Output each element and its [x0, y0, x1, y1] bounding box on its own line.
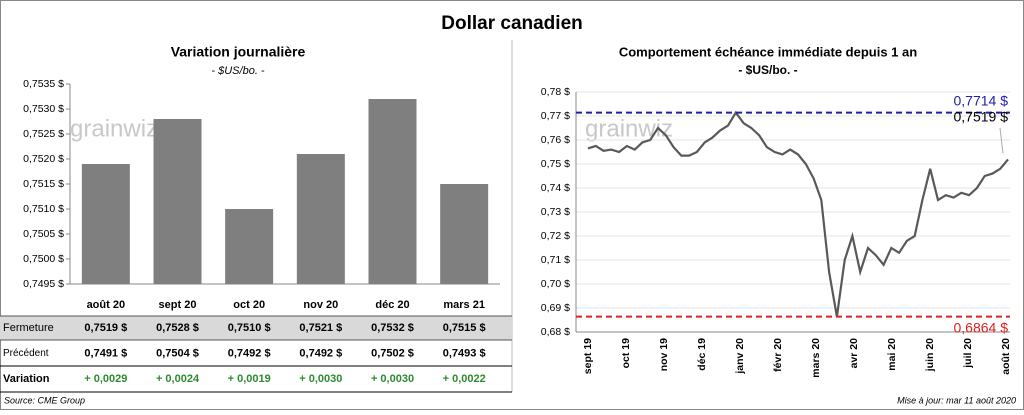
line — [587, 110, 1009, 317]
x-tick-label: févr 20 — [772, 338, 784, 372]
y-tick-label: 0,7515 $ — [23, 178, 64, 190]
bar — [81, 164, 130, 284]
y-tick-label: 0,7520 $ — [23, 153, 64, 165]
bar — [225, 209, 274, 284]
y-tick-label: 0,7525 $ — [23, 128, 64, 140]
y-tick-label: 0,7535 $ — [23, 78, 64, 90]
x-tick-label: nov 19 — [658, 338, 670, 371]
table-cell: + 0,0030 — [371, 373, 414, 385]
y-tick-label: 0,69 $ — [541, 302, 570, 314]
table-cell: 0,7528 $ — [156, 322, 199, 334]
chart-subtitle: - $US/bo. - — [738, 63, 797, 77]
y-tick-label: 0,71 $ — [541, 254, 570, 266]
y-tick-label: 0,70 $ — [541, 278, 570, 290]
reference-label: 0,7714 $ — [954, 92, 1009, 108]
row-label: Fermeture — [3, 322, 54, 334]
y-tick-label: 0,76 $ — [541, 134, 570, 146]
x-tick-label: déc 19 — [696, 338, 708, 371]
bar — [440, 184, 489, 284]
bar — [368, 99, 417, 284]
y-tick-label: 0,73 $ — [541, 206, 570, 218]
x-tick-label: août 20 — [87, 299, 126, 311]
x-tick-label: oct 19 — [620, 338, 632, 369]
table-cell: + 0,0030 — [299, 373, 342, 385]
y-tick-label: 0,7510 $ — [23, 203, 64, 215]
updated: Mise à jour: mar 11 août 2020 — [897, 395, 1016, 405]
chart-subtitle: - $US/bo. - — [211, 65, 265, 77]
y-tick-label: 0,7500 $ — [23, 253, 64, 265]
y-tick-label: 0,75 $ — [541, 158, 570, 170]
chart-title: Variation journalière — [171, 44, 306, 60]
table-cell: 0,7491 $ — [84, 347, 127, 359]
y-tick-label: 0,7505 $ — [23, 228, 64, 240]
table-cell: + 0,0019 — [228, 373, 271, 385]
page-title: Dollar canadien — [441, 13, 583, 34]
x-tick-label: mars 20 — [810, 338, 822, 378]
table-cell: 0,7504 $ — [156, 347, 199, 359]
x-tick-label: avr 20 — [848, 338, 860, 369]
x-tick-label: mars 21 — [443, 299, 485, 311]
table-cell: 0,7502 $ — [371, 347, 414, 359]
x-tick-label: sept 19 — [582, 338, 594, 374]
table-cell: 0,7532 $ — [371, 322, 414, 334]
x-tick-label: nov 20 — [303, 299, 338, 311]
x-tick-label: juin 20 — [924, 338, 936, 372]
x-tick-label: déc 20 — [375, 299, 409, 311]
table-cell: + 0,0022 — [443, 373, 486, 385]
x-tick-label: août 20 — [1000, 338, 1012, 375]
table-cell: 0,7492 $ — [299, 347, 342, 359]
chart-title: Comportement échéance immédiate depuis 1… — [619, 44, 917, 59]
y-tick-label: 0,7495 $ — [23, 278, 64, 290]
bar — [296, 154, 345, 284]
row-highlight — [0, 316, 512, 340]
y-tick-label: 0,74 $ — [541, 182, 570, 194]
table-cell: 0,7515 $ — [443, 322, 486, 334]
callout — [999, 127, 1004, 154]
row-label: Variation — [3, 373, 50, 385]
table-cell: + 0,0029 — [84, 373, 127, 385]
y-tick-label: 0,68 $ — [541, 326, 570, 338]
x-tick-label: sept 20 — [159, 299, 197, 311]
table-cell: 0,7492 $ — [228, 347, 271, 359]
x-tick-label: oct 20 — [233, 299, 265, 311]
y-tick-label: 0,77 $ — [541, 110, 570, 122]
last-value-label: 0,7519 $ — [954, 109, 1009, 125]
table-cell: 0,7519 $ — [84, 322, 127, 334]
y-tick-label: 0,78 $ — [541, 86, 570, 98]
table-cell: 0,7521 $ — [299, 322, 342, 334]
y-tick-label: 0,72 $ — [541, 230, 570, 242]
reference-label: 0,6864 $ — [954, 319, 1009, 335]
y-tick-label: 0,7530 $ — [23, 103, 64, 115]
bar — [153, 119, 202, 284]
x-tick-label: juil 20 — [962, 338, 974, 369]
table-cell: 0,7510 $ — [228, 322, 271, 334]
watermark: grainwiz — [70, 115, 158, 142]
table-cell: + 0,0024 — [156, 373, 200, 385]
row-label: Précédent — [3, 348, 49, 359]
source: Source: CME Group — [4, 395, 85, 405]
x-tick-label: mai 20 — [886, 338, 898, 371]
table-cell: 0,7493 $ — [443, 347, 486, 359]
x-tick-label: janv 20 — [734, 338, 746, 375]
